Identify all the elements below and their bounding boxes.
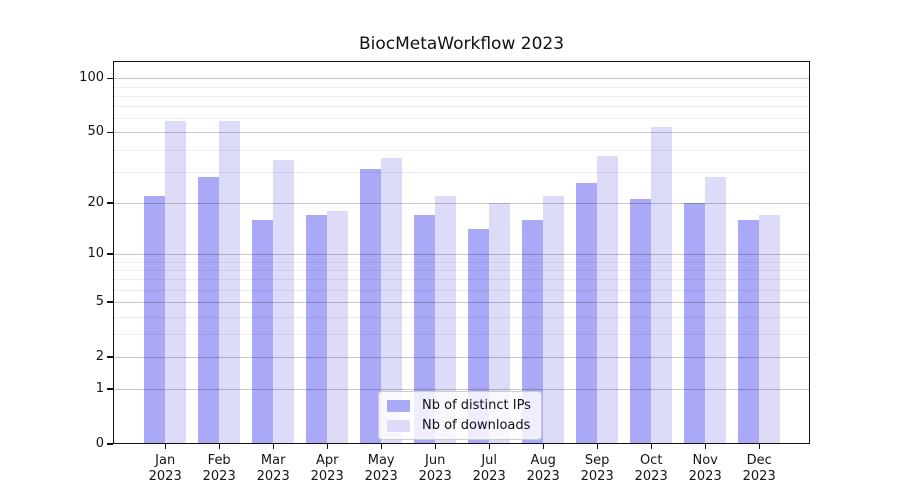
x-tick-mark bbox=[272, 444, 274, 449]
x-tick-label-apr: Apr 2023 bbox=[310, 453, 344, 484]
y-tick-mark bbox=[107, 443, 113, 445]
y-tick-mark bbox=[107, 202, 113, 204]
x-tick-mark bbox=[380, 444, 382, 449]
x-tick-label-nov: Nov 2023 bbox=[688, 453, 722, 484]
y-tick-label: 10 bbox=[87, 246, 104, 261]
y-tick-mark bbox=[107, 301, 113, 303]
legend-label-downloads: Nb of downloads bbox=[422, 418, 531, 433]
x-tick-label-feb: Feb 2023 bbox=[202, 453, 236, 484]
y-tick-label: 5 bbox=[95, 294, 104, 309]
x-tick-mark bbox=[596, 444, 598, 449]
x-tick-label-dec: Dec 2023 bbox=[742, 453, 776, 484]
y-tick-label: 20 bbox=[87, 194, 104, 210]
bar-distinct-ips-9 bbox=[576, 182, 598, 444]
x-tick-label-oct: Oct 2023 bbox=[634, 453, 668, 484]
legend-swatch-downloads bbox=[387, 419, 410, 432]
x-tick-label-jan: Jan 2023 bbox=[148, 453, 182, 484]
bar-distinct-ips-5 bbox=[360, 169, 382, 444]
x-tick-mark bbox=[164, 444, 166, 449]
legend: Nb of distinct IPs Nb of downloads bbox=[378, 391, 542, 440]
bar-downloads-12 bbox=[759, 215, 781, 444]
bar-layer bbox=[113, 61, 810, 444]
x-tick-label-mar: Mar 2023 bbox=[256, 453, 290, 484]
bar-distinct-ips-12 bbox=[738, 219, 760, 444]
bar-distinct-ips-2 bbox=[198, 177, 220, 444]
bar-downloads-7 bbox=[489, 202, 511, 444]
y-tick-label: 2 bbox=[95, 348, 104, 364]
bar-distinct-ips-6 bbox=[414, 215, 436, 444]
bar-downloads-5 bbox=[381, 157, 403, 444]
bar-distinct-ips-3 bbox=[252, 219, 274, 444]
x-tick-mark bbox=[434, 444, 436, 449]
bar-distinct-ips-10 bbox=[630, 199, 652, 444]
x-tick-mark bbox=[326, 444, 328, 449]
legend-swatch-distinct-ips bbox=[387, 399, 410, 412]
x-tick-mark bbox=[488, 444, 490, 449]
bar-downloads-11 bbox=[705, 177, 727, 444]
y-tick-mark bbox=[107, 356, 113, 358]
plot-area: 0 1 2 5 10 20 50 100 Jan 2023 Feb 2023 Mar 2023 Apr 20… bbox=[79, 61, 810, 484]
y-tick-mark bbox=[107, 131, 113, 134]
legend-row-distinct-ips: Nb of distinct IPs bbox=[387, 398, 531, 413]
bar-downloads-9 bbox=[597, 155, 619, 444]
bar-distinct-ips-8 bbox=[522, 219, 544, 444]
x-tick-label-jun: Jun 2023 bbox=[418, 453, 452, 484]
y-tick-label: 50 bbox=[87, 124, 104, 140]
x-tick-label-jul: Jul 2023 bbox=[472, 453, 506, 484]
y-tick-label: 100 bbox=[79, 70, 104, 86]
bar-downloads-4 bbox=[327, 210, 349, 444]
y-tick-label: 0 bbox=[95, 436, 104, 451]
legend-label-distinct-ips: Nb of distinct IPs bbox=[422, 398, 531, 413]
bar-downloads-10 bbox=[651, 126, 673, 444]
bar-distinct-ips-11 bbox=[684, 202, 706, 444]
bar-downloads-6 bbox=[435, 195, 457, 444]
y-tick-mark bbox=[107, 253, 113, 255]
bar-downloads-2 bbox=[219, 120, 241, 444]
y-tick-mark bbox=[107, 388, 113, 390]
x-tick-mark bbox=[758, 444, 760, 449]
x-tick-label-aug: Aug 2023 bbox=[526, 453, 560, 484]
x-tick-mark bbox=[704, 444, 706, 449]
x-tick-label-may: May 2023 bbox=[364, 453, 398, 484]
bar-downloads-8 bbox=[543, 195, 565, 444]
x-tick-label-sep: Sep 2023 bbox=[580, 453, 614, 484]
y-tick-label: 1 bbox=[95, 381, 104, 397]
bar-distinct-ips-7 bbox=[468, 229, 490, 444]
bar-downloads-3 bbox=[273, 160, 295, 444]
x-tick-mark bbox=[542, 444, 544, 449]
bar-downloads-1 bbox=[165, 120, 187, 444]
x-tick-mark bbox=[650, 444, 652, 449]
bar-distinct-ips-4 bbox=[306, 215, 328, 444]
y-tick-mark bbox=[107, 77, 113, 79]
chart-title: BiocMetaWorkflow 2023 bbox=[358, 34, 565, 54]
legend-row-downloads: Nb of downloads bbox=[387, 418, 531, 433]
bar-distinct-ips-1 bbox=[144, 195, 166, 444]
x-tick-mark bbox=[218, 444, 220, 449]
